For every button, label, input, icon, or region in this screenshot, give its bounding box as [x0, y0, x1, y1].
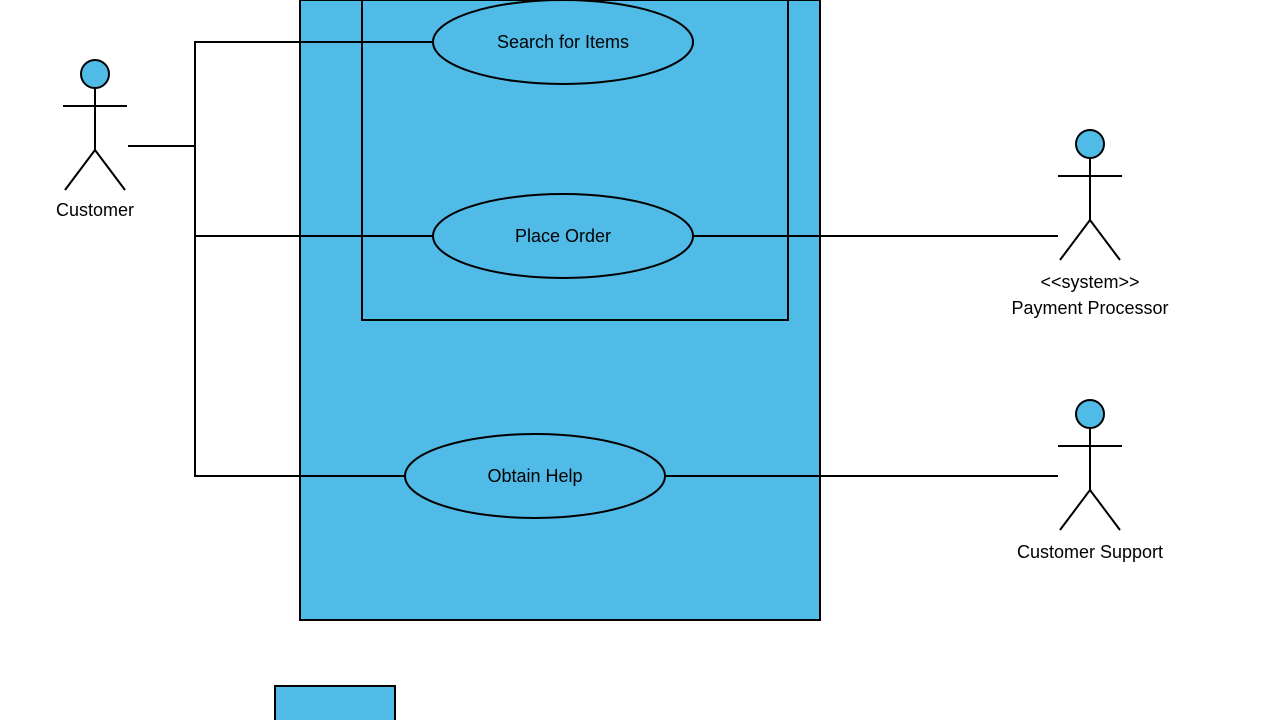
actor-payment: <<system>> Payment Processor	[1011, 130, 1168, 318]
system-boundary	[300, 0, 820, 620]
actor-payment-label: Payment Processor	[1011, 298, 1168, 318]
actor-head-icon	[81, 60, 109, 88]
actor-head-icon	[1076, 130, 1104, 158]
legend-box	[275, 686, 395, 720]
actor-head-icon	[1076, 400, 1104, 428]
use-case-diagram: Search for Items Place Order Obtain Help…	[0, 0, 1280, 720]
actor-support-label: Customer Support	[1017, 542, 1163, 562]
use-case-help-label: Obtain Help	[487, 466, 582, 486]
use-case-search-label: Search for Items	[497, 32, 629, 52]
actor-customer-label: Customer	[56, 200, 134, 220]
use-case-search: Search for Items	[433, 0, 693, 84]
actor-support: Customer Support	[1017, 400, 1163, 562]
use-case-help: Obtain Help	[405, 434, 665, 518]
use-case-place-label: Place Order	[515, 226, 611, 246]
use-case-place: Place Order	[433, 194, 693, 278]
actor-customer: Customer	[56, 60, 134, 220]
actor-payment-stereotype: <<system>>	[1040, 272, 1139, 292]
